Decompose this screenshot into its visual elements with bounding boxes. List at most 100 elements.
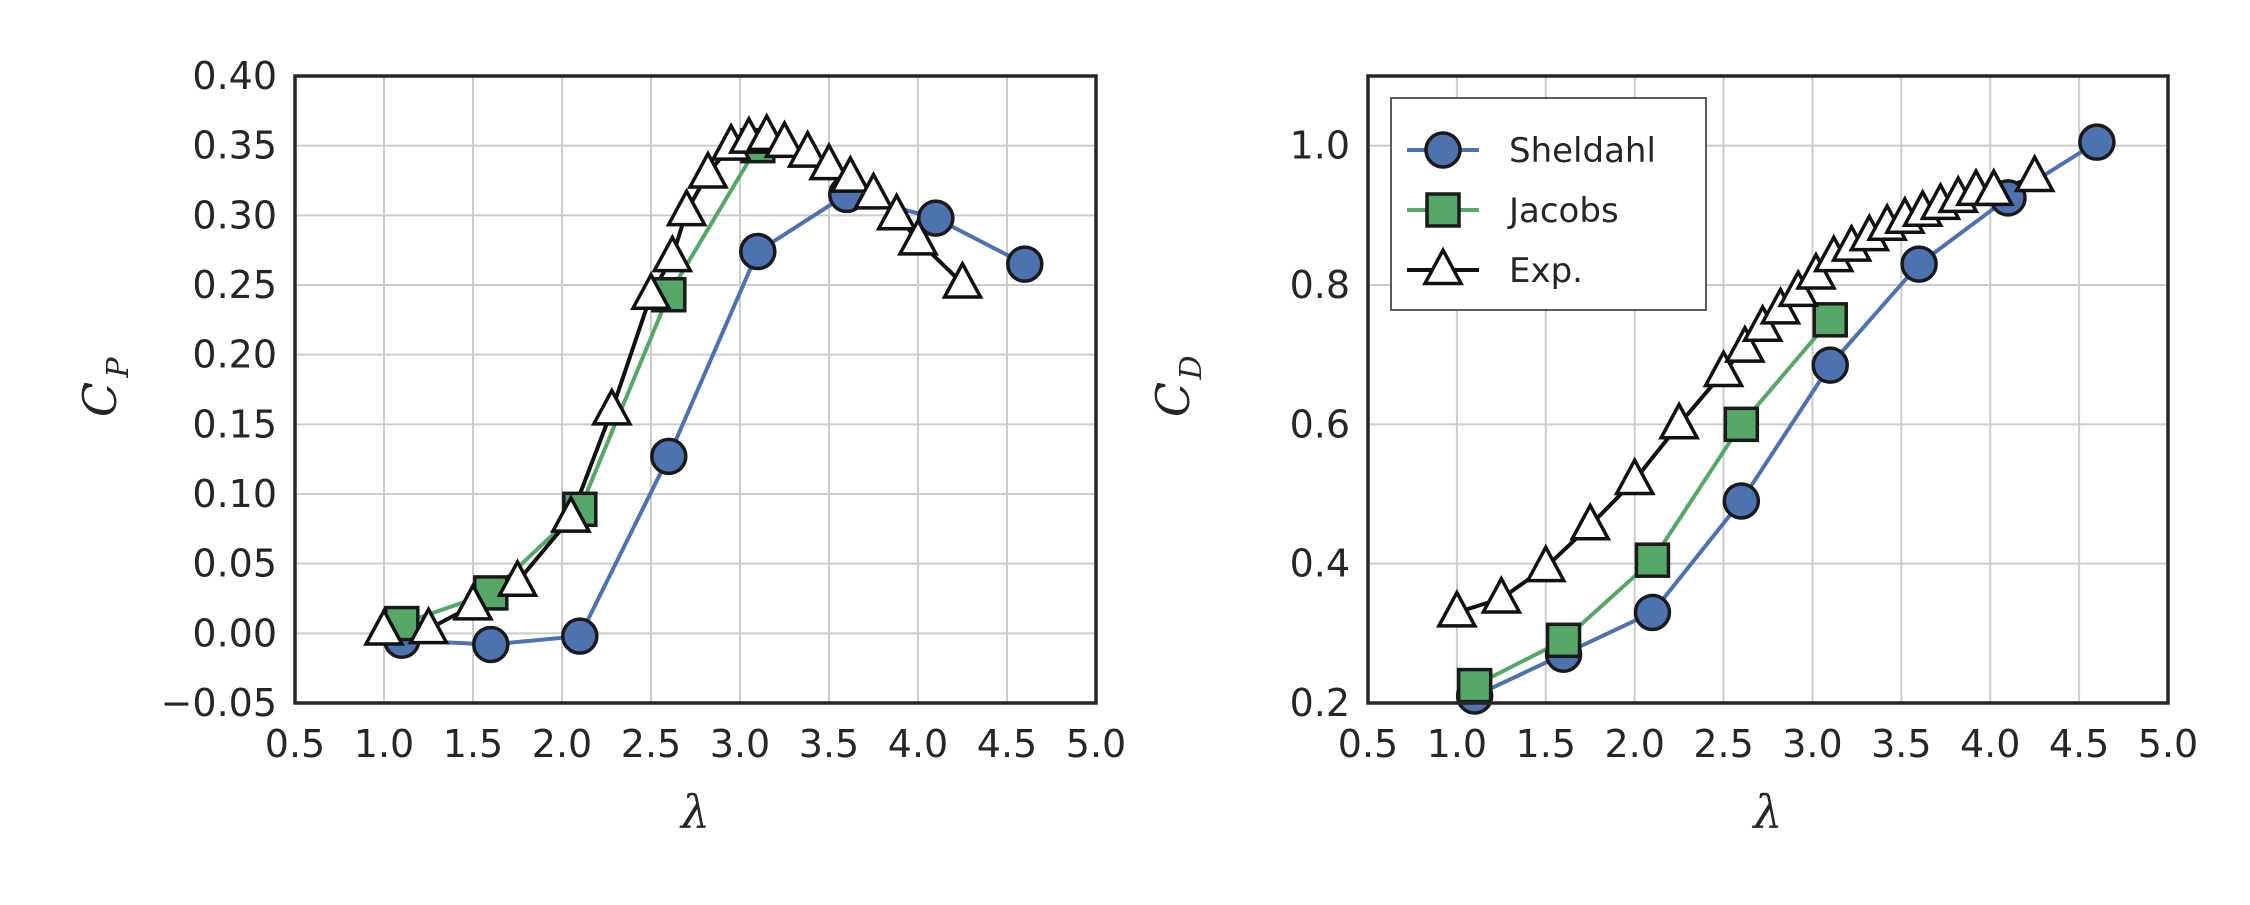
data-point-exp: [687, 150, 729, 189]
data-point-exp: [875, 191, 918, 231]
y-tick-label: 1.0: [1290, 124, 1350, 168]
data-point-exp: [786, 129, 829, 168]
data-point-exp: [363, 607, 405, 646]
y-axis-title-subscript: D: [1174, 355, 1209, 380]
legend-marker-jacobs: [1425, 192, 1461, 228]
y-axis-title-main: C: [73, 382, 127, 417]
data-point-exp: [630, 271, 672, 310]
y-tick-label: 0.2: [1290, 681, 1350, 725]
data-point-exp: [496, 558, 539, 597]
x-tick-label: 4.5: [2049, 722, 2109, 766]
data-point-sheldahl: [1811, 346, 1849, 384]
x-tick-label: 1.5: [443, 722, 503, 766]
x-tick-label: 1.0: [1427, 722, 1487, 766]
y-tick-label: −0.05: [161, 681, 277, 725]
data-point-jacobs: [1545, 622, 1582, 659]
data-point-exp: [651, 233, 694, 273]
x-axis-title: λ: [1751, 785, 1782, 839]
legend-label-exp: Exp.: [1509, 251, 1583, 291]
data-point-exp: [1435, 588, 1478, 628]
y-axis-title-main: C: [1146, 382, 1200, 417]
data-point-jacobs: [1812, 302, 1848, 338]
data-point-exp: [1524, 543, 1567, 583]
x-tick-label: 2.0: [1604, 722, 1664, 766]
y-tick-label: 0.15: [192, 402, 277, 446]
x-tick-label: 0.5: [265, 722, 325, 766]
data-point-exp: [1658, 400, 1701, 440]
y-tick-label: 0.8: [1290, 263, 1350, 307]
x-tick-label: 3.5: [799, 722, 859, 766]
plot-frame: [293, 74, 1098, 705]
legend-marker-exp: [1422, 246, 1464, 286]
data-point-exp: [665, 187, 708, 227]
data-point-exp: [1480, 574, 1523, 614]
legend-label-jacobs: Jacobs: [1507, 191, 1619, 231]
data-point-exp: [1569, 501, 1612, 541]
x-tick-label: 4.0: [888, 722, 948, 766]
data-point-sheldahl: [739, 232, 777, 271]
x-axis-title: λ: [679, 785, 710, 839]
chart-panel-1: 0.5 1.0 1.5 2.0 2.5 3.0 3.5 4.0 4.5 5.0 −0.05 0.00 0…: [73, 54, 1126, 839]
data-point-exp: [549, 494, 592, 533]
x-tick-label: 2.5: [621, 722, 681, 766]
legend: Sheldahl Jacobs Exp.: [1390, 97, 1707, 311]
x-tick-label: 5.0: [1066, 722, 1126, 766]
data-point-jacobs: [1634, 542, 1671, 578]
x-tick-label: 3.0: [710, 722, 770, 766]
data-point-sheldahl: [650, 437, 688, 476]
chart-panel-2: 0.5 1.0 1.5 2.0 2.5 3.0 3.5 4.0 4.5 5.0 0.2 0.4 0.6 0…: [1146, 74, 2198, 839]
data-point-exp: [2013, 153, 2056, 193]
data-point-exp: [590, 386, 633, 426]
y-tick-label: 0.00: [192, 611, 277, 655]
data-point-jacobs: [1723, 406, 1760, 443]
y-tick-label: 0.35: [192, 124, 277, 168]
legend-marker-sheldahl: [1424, 131, 1462, 169]
data-point-exp: [829, 154, 872, 193]
legend-label-sheldahl: Sheldahl: [1509, 131, 1656, 171]
y-tick-label: 0.10: [192, 472, 277, 516]
data-point-exp: [1613, 456, 1656, 496]
y-tick-label: 0.25: [192, 263, 277, 307]
y-tick-label: 0.05: [192, 542, 277, 586]
data-point-exp: [941, 260, 984, 299]
x-tick-label: 4.5: [977, 722, 1037, 766]
data-point-sheldahl: [1900, 245, 1938, 283]
x-tick-label: 1.0: [354, 722, 414, 766]
data-point-exp: [763, 119, 806, 159]
data-point-exp: [452, 581, 494, 621]
y-tick-label: 0.4: [1290, 542, 1350, 586]
x-tick-label: 3.0: [1782, 722, 1842, 766]
y-axis-title: CD: [1146, 355, 1209, 417]
data-point-sheldahl: [917, 199, 955, 237]
x-tick-label: 3.5: [1871, 722, 1931, 766]
data-point-exp: [407, 605, 450, 645]
plot-frame: [1366, 74, 2170, 705]
data-point-jacobs: [1456, 667, 1493, 704]
data-point-exp: [852, 170, 895, 210]
y-tick-label: 0.20: [192, 333, 277, 377]
y-axis-title: CP: [73, 357, 136, 418]
x-tick-label: 1.5: [1516, 722, 1576, 766]
data-point-sheldahl: [1006, 245, 1044, 283]
x-tick-label: 0.5: [1338, 722, 1398, 766]
data-point-exp: [1723, 324, 1766, 363]
x-tick-label: 5.0: [2138, 722, 2198, 766]
data-point-exp: [897, 216, 939, 256]
y-axis-title-subscript: P: [101, 357, 136, 379]
data-point-exp: [808, 141, 850, 181]
x-tick-label: 2.0: [532, 722, 592, 766]
y-tick-label: 0.30: [192, 193, 277, 237]
data-point-exp: [1972, 167, 2015, 207]
x-tick-label: 4.0: [1960, 722, 2020, 766]
data-point-sheldahl: [1722, 482, 1761, 520]
x-tick-label: 2.5: [1693, 722, 1753, 766]
data-point-sheldahl: [561, 617, 599, 655]
data-point-sheldahl: [2078, 123, 2116, 161]
y-tick-label: 0.40: [192, 54, 277, 98]
data-point-sheldahl: [472, 625, 510, 664]
data-point-exp: [1702, 348, 1745, 388]
data-point-sheldahl: [1633, 593, 1672, 632]
y-tick-label: 0.6: [1290, 402, 1350, 446]
